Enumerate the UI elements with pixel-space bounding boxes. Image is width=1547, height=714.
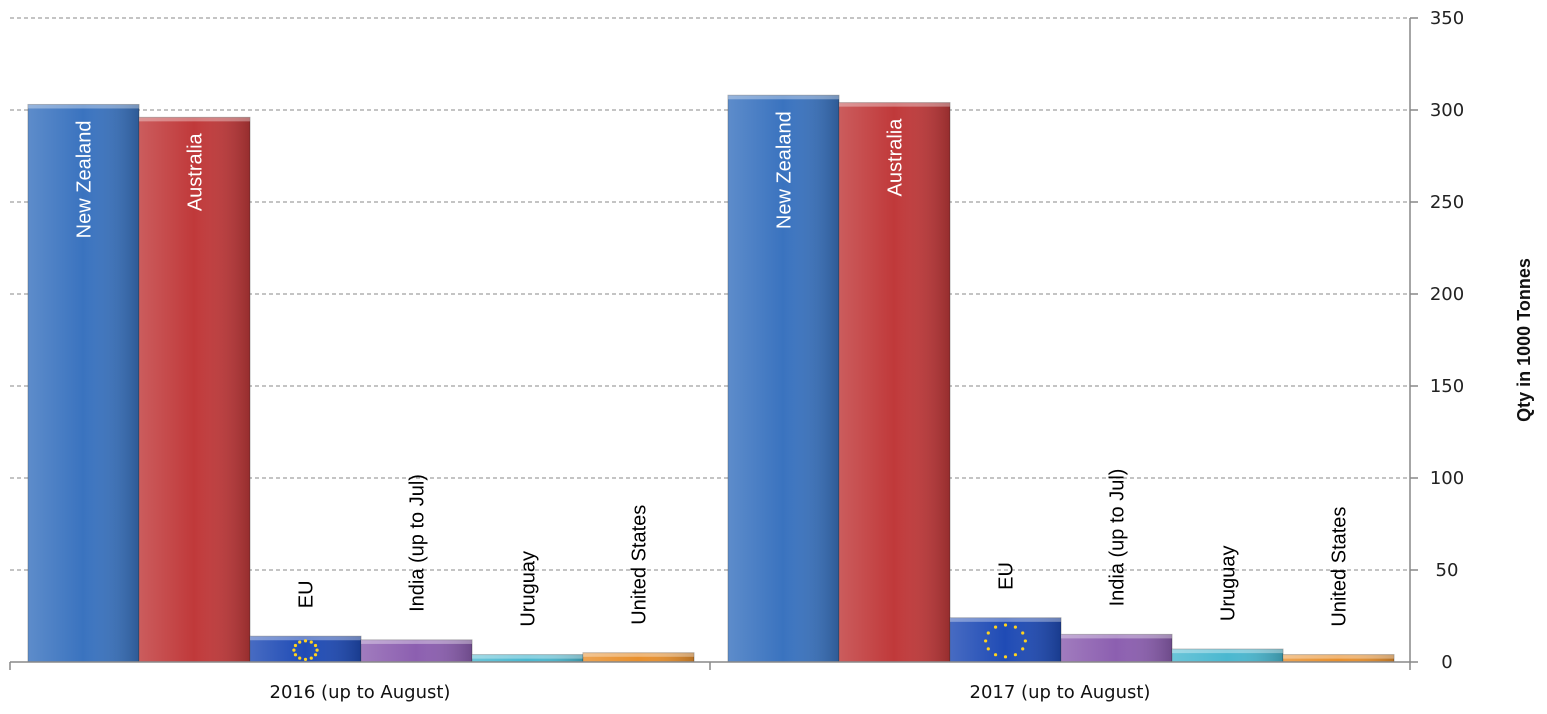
bar-series-label: New Zealand <box>774 111 796 229</box>
x-axis-categories: 2016 (up to August) 2017 (up to August) <box>270 682 1151 703</box>
bar-shading <box>728 95 839 662</box>
eu-star <box>309 656 313 660</box>
bar-shading <box>139 117 250 663</box>
eu-star <box>292 648 296 652</box>
y-tick-label: 350 <box>1430 8 1464 29</box>
bar-top-highlight <box>472 654 583 659</box>
bar-series-label: India (up to Jul) <box>1107 469 1129 607</box>
bars: New Zealand Australia EU India (up to Jul) U… <box>27 94 1395 663</box>
bar-series-label: Uruguay <box>1218 546 1240 622</box>
eu-star <box>313 653 318 657</box>
eu-flag-icon <box>292 639 319 661</box>
eu-star <box>1021 647 1025 651</box>
eu-star <box>1013 653 1018 657</box>
eu-star <box>1021 631 1025 635</box>
bar-shading <box>361 639 472 662</box>
eu-star <box>1003 655 1008 659</box>
bar-series-label: United States <box>629 505 651 625</box>
eu-star <box>1003 623 1008 627</box>
eu-star <box>984 639 988 643</box>
eu-star <box>1023 639 1027 643</box>
bar-series-label: New Zealand <box>74 120 96 238</box>
bar-shading <box>1172 649 1283 662</box>
bar-australia: Australia <box>138 116 251 663</box>
bar-uruguay: Uruguay <box>1171 546 1284 663</box>
eu-star <box>309 640 313 644</box>
bar-top-highlight <box>728 95 839 100</box>
bar-top-highlight <box>139 117 250 122</box>
bar-shading <box>472 654 583 662</box>
y-tick-label: 50 <box>1436 560 1459 581</box>
bar-shading <box>1061 634 1172 662</box>
eu-star <box>993 625 998 629</box>
bar-new-zealand: New Zealand <box>27 103 140 663</box>
bar-top-highlight <box>250 636 361 641</box>
eu-star <box>986 631 990 635</box>
y-tick-label: 250 <box>1430 192 1464 213</box>
bar-india-up-to-jul-: India (up to Jul) <box>360 474 473 663</box>
bar-top-highlight <box>1172 649 1283 654</box>
bar-series-label: Australia <box>185 132 207 211</box>
y-axis: 0 50 100 150 200 250 300 350 <box>9 8 1464 673</box>
bar-new-zealand: New Zealand <box>727 94 840 663</box>
y-axis-title: Qty in 1000 Tonnes <box>1514 258 1534 422</box>
x-category-label: 2017 (up to August) <box>970 682 1151 703</box>
eu-star <box>1013 625 1018 629</box>
eu-star <box>298 656 302 660</box>
bar-series-label: EU <box>296 580 318 608</box>
bar-series-label: Uruguay <box>518 551 540 627</box>
bar-top-highlight <box>839 102 950 107</box>
eu-star <box>315 648 319 652</box>
bar-united-states: United States <box>1282 507 1395 663</box>
bar-series-label: Australia <box>885 118 907 197</box>
bar-top-highlight <box>1283 654 1394 659</box>
eu-flag-icon <box>984 623 1027 659</box>
eu-star <box>303 657 308 661</box>
bar-top-highlight <box>361 639 472 644</box>
bar-united-states: United States <box>582 505 695 663</box>
bar-eu: EU <box>249 580 362 663</box>
bar-top-highlight <box>950 617 1061 622</box>
eu-star <box>986 647 990 651</box>
bar-eu: EU <box>949 562 1062 663</box>
eu-star <box>993 653 998 657</box>
y-tick-label: 200 <box>1430 284 1464 305</box>
bar-india-up-to-jul-: India (up to Jul) <box>1060 469 1173 663</box>
bar-top-highlight <box>1061 634 1172 639</box>
bar-series-label: United States <box>1329 507 1351 627</box>
bar-shading <box>583 652 694 662</box>
y-tick-label: 0 <box>1441 652 1452 673</box>
bar-shading <box>28 104 139 663</box>
eu-star <box>303 639 308 643</box>
y-tick-label: 100 <box>1430 468 1464 489</box>
bar-series-label: EU <box>996 562 1018 590</box>
bar-series-label: India (up to Jul) <box>407 474 429 612</box>
bar-top-highlight <box>28 104 139 109</box>
y-tick-label: 300 <box>1430 100 1464 121</box>
eu-star <box>313 643 318 648</box>
bar-australia: Australia <box>838 102 951 663</box>
bar-top-highlight <box>583 652 694 657</box>
eu-star <box>293 653 298 657</box>
y-tick-label: 150 <box>1430 376 1464 397</box>
eu-star <box>293 643 298 648</box>
bar-uruguay: Uruguay <box>471 551 584 663</box>
x-category-label: 2016 (up to August) <box>270 682 451 703</box>
eu-star <box>298 640 302 644</box>
bar-shading <box>839 102 950 662</box>
bar-shading <box>1283 654 1394 662</box>
